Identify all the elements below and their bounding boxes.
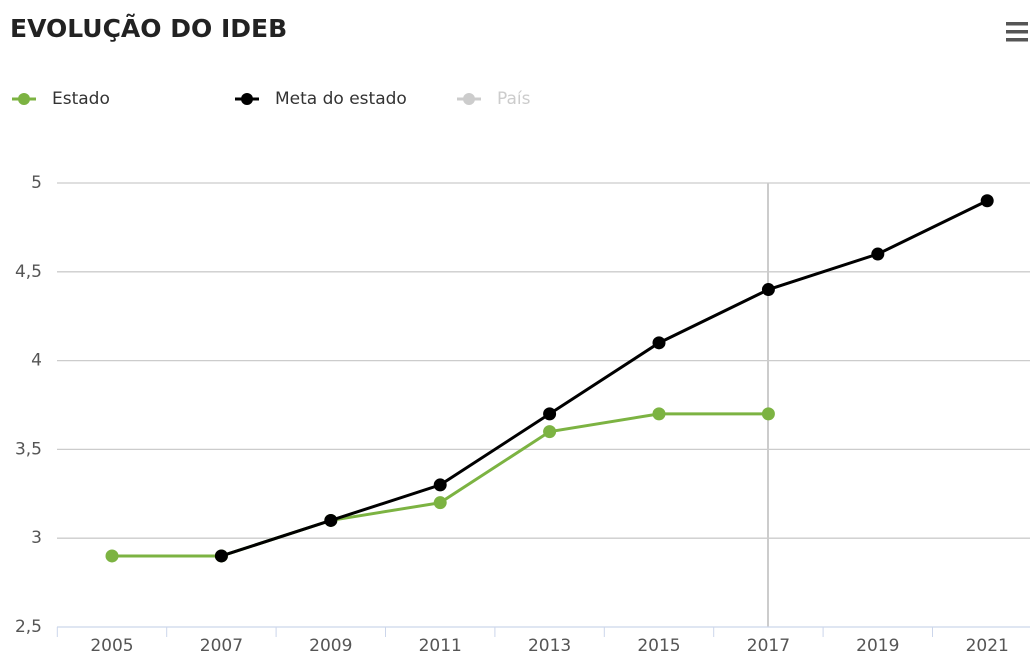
legend-label: Estado <box>52 89 110 109</box>
data-point <box>214 549 228 563</box>
data-point <box>324 513 338 527</box>
chart-title: EVOLUÇÃO DO IDEB <box>10 14 287 43</box>
data-point <box>433 496 447 510</box>
y-tick-label: 4,5 <box>15 262 42 282</box>
data-point <box>433 478 447 492</box>
legend-marker <box>463 93 475 105</box>
legend-label: Meta do estado <box>275 89 407 109</box>
x-tick-label: 2017 <box>747 636 790 656</box>
data-point <box>761 407 775 421</box>
legend-label: País <box>497 89 531 109</box>
x-tick-label: 2013 <box>528 636 571 656</box>
menu-button[interactable] <box>1006 22 1028 42</box>
menu-bar <box>1006 30 1028 34</box>
x-tick-label: 2021 <box>966 636 1009 656</box>
x-tick-label: 2015 <box>637 636 680 656</box>
legend-marker <box>18 93 30 105</box>
menu-bar <box>1006 38 1028 42</box>
x-tick-label: 2011 <box>419 636 462 656</box>
y-tick-label: 2,5 <box>15 617 42 637</box>
x-tick-label: 2019 <box>856 636 899 656</box>
legend-marker <box>241 93 253 105</box>
data-point <box>543 407 557 421</box>
data-point <box>543 425 557 439</box>
data-point <box>761 283 775 297</box>
data-point <box>652 336 666 350</box>
x-tick-label: 2009 <box>309 636 352 656</box>
data-point <box>871 247 885 261</box>
y-tick-label: 4 <box>31 351 42 371</box>
y-tick-label: 3 <box>31 528 42 548</box>
x-tick-label: 2007 <box>200 636 243 656</box>
data-point <box>652 407 666 421</box>
y-tick-label: 3,5 <box>15 439 42 459</box>
menu-bar <box>1006 22 1028 26</box>
y-tick-label: 5 <box>31 173 42 193</box>
x-tick-label: 2005 <box>90 636 133 656</box>
data-point <box>105 549 119 563</box>
data-point <box>980 194 994 208</box>
series-line <box>220 199 988 558</box>
